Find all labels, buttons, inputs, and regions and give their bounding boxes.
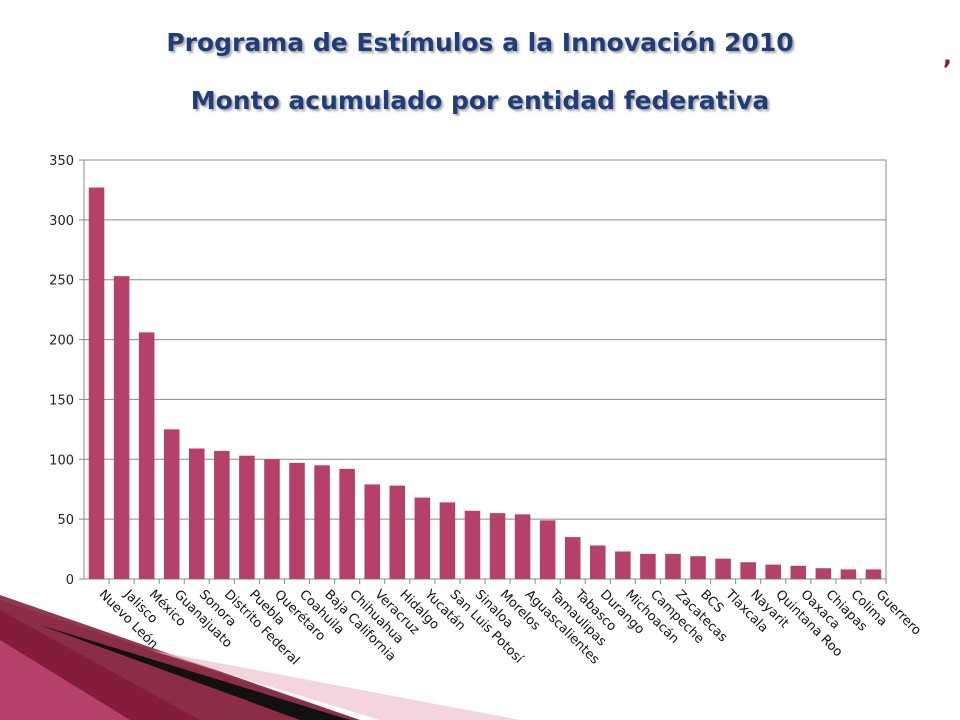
y-tick-label: 350 (49, 154, 74, 169)
chart-subtitle: Monto acumulado por entidad federativa (190, 86, 770, 115)
bar (389, 485, 406, 579)
y-tick-label: 250 (49, 274, 74, 289)
corner-mark: , (942, 42, 952, 70)
bar (264, 459, 280, 579)
y-tick-label: 0 (66, 573, 74, 588)
bar (740, 562, 756, 579)
y-tick-label: 50 (57, 513, 74, 528)
bar (239, 455, 255, 579)
bar (364, 484, 380, 579)
bar (214, 450, 230, 579)
bar (539, 520, 556, 579)
bar (564, 537, 581, 579)
bar (464, 510, 481, 579)
bar (163, 429, 180, 579)
bar (840, 569, 857, 579)
bar (715, 558, 731, 579)
y-tick-label: 300 (49, 214, 74, 229)
bar (314, 465, 330, 579)
bar (439, 502, 456, 579)
corner-decoration (0, 595, 520, 720)
bar (640, 553, 656, 579)
y-tick-label: 200 (49, 334, 74, 349)
y-tick-label: 150 (49, 393, 74, 408)
bar (189, 448, 205, 579)
bar (514, 514, 531, 579)
bar (590, 545, 606, 579)
bar (339, 468, 355, 579)
bar (865, 569, 882, 579)
bar (113, 276, 130, 579)
bar (690, 556, 706, 579)
bar (88, 187, 105, 579)
y-tick-label: 100 (49, 453, 74, 468)
bar (665, 553, 681, 579)
bar (489, 513, 506, 579)
bar (790, 565, 807, 579)
bar (815, 568, 832, 579)
chart-title: Programa de Estímulos a la Innovación 20… (166, 28, 794, 57)
bar (289, 462, 305, 579)
bar (615, 551, 631, 579)
bar (765, 564, 781, 579)
bar (138, 332, 155, 579)
bar (414, 497, 431, 579)
